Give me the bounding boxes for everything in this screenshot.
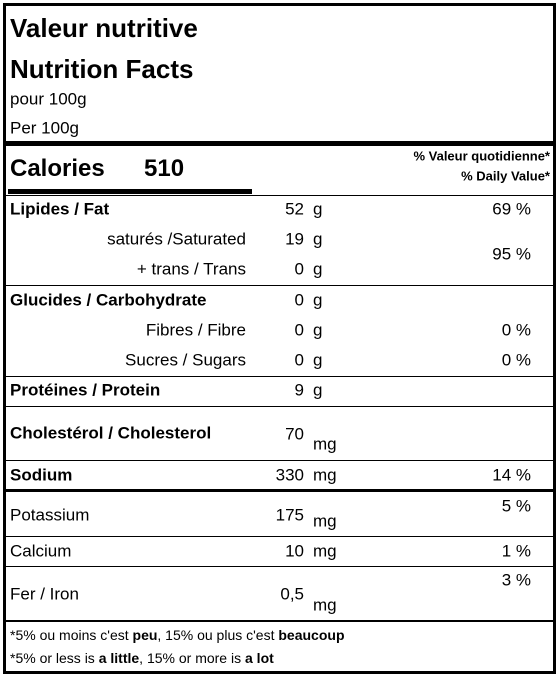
frame [3, 3, 556, 674]
unit: mg [313, 541, 337, 561]
nutrient-label: Fer / Iron [10, 584, 79, 604]
unit: g [313, 259, 323, 279]
text: *5% or less is [10, 650, 99, 666]
nutrient-label: + trans / Trans [136, 259, 246, 279]
nutrient-label: Potassium [10, 505, 90, 525]
daily-value: 1 % [501, 541, 531, 561]
dv-header-fr: % Valeur quotidienne* [413, 148, 550, 164]
calories-label: Calories [10, 155, 105, 182]
amount: 0 [294, 290, 304, 310]
daily-value: 69 % [492, 199, 531, 219]
unit: mg [313, 434, 337, 454]
nutrient-label: Sodium [10, 465, 73, 485]
footnote-en: *5% or less is a little, 15% or more is … [10, 651, 274, 665]
daily-value: 3 % [501, 570, 531, 590]
text: beaucoup [278, 627, 345, 643]
amount: 10 [285, 541, 304, 561]
title-en: Nutrition Facts [10, 54, 194, 84]
text: *5% ou moins c'est [10, 627, 133, 643]
amount: 0 [294, 259, 304, 279]
rule [6, 195, 553, 196]
nutrient-label: Fibres / Fibre [145, 320, 246, 340]
unit: g [313, 320, 323, 340]
unit: g [313, 290, 323, 310]
rule [6, 620, 553, 622]
rule [6, 489, 553, 492]
unit: g [313, 380, 323, 400]
daily-value: 0 % [501, 350, 531, 370]
amount: 330 [275, 465, 304, 485]
calories-value: 510 [144, 155, 185, 182]
rule [6, 376, 553, 377]
amount: 0 [294, 350, 304, 370]
amount: 19 [285, 229, 304, 249]
unit: g [313, 350, 323, 370]
serving-en: Per 100g [10, 118, 79, 138]
nutrient-label: Sucres / Sugars [125, 350, 246, 370]
text: peu [132, 627, 158, 643]
unit: g [313, 229, 323, 249]
rule [6, 460, 553, 461]
text: a little [98, 650, 140, 666]
unit: mg [313, 511, 337, 531]
nutrient-label: Calcium [10, 541, 72, 561]
daily-value: 5 % [501, 496, 531, 516]
rule [6, 536, 553, 537]
nutrient-label: Lipides / Fat [10, 199, 110, 219]
serving-fr: pour 100g [10, 89, 87, 109]
amount: 52 [285, 199, 304, 219]
amount: 0 [294, 320, 304, 340]
rule [6, 406, 553, 407]
title-fr: Valeur nutritive [10, 13, 198, 43]
amount: 70 [285, 424, 304, 444]
dv-header-en: % Daily Value* [461, 168, 550, 184]
rule [8, 189, 252, 194]
nutrient-label: Protéines / Protein [10, 380, 161, 400]
daily-value: 0 % [501, 320, 531, 340]
text: , 15% ou plus c'est [157, 627, 279, 643]
rule [6, 566, 553, 567]
unit: g [313, 199, 323, 219]
nutrient-label: Glucides / Carbohydrate [10, 290, 207, 310]
daily-value: 95 % [492, 244, 531, 264]
text: , 15% or more is [139, 650, 245, 666]
nutrient-label: saturés /Saturated [107, 229, 246, 249]
nutrient-label: Cholestérol / Cholesterol [10, 423, 212, 443]
amount: 175 [275, 505, 304, 525]
rule [6, 141, 553, 146]
unit: mg [313, 595, 337, 615]
unit: mg [313, 465, 337, 485]
footnote-fr: *5% ou moins c'est peu, 15% ou plus c'es… [10, 628, 345, 642]
rule [6, 285, 553, 286]
text: a lot [245, 650, 274, 666]
amount: 0,5 [280, 584, 304, 604]
daily-value: 14 % [492, 465, 531, 485]
amount: 9 [294, 380, 304, 400]
